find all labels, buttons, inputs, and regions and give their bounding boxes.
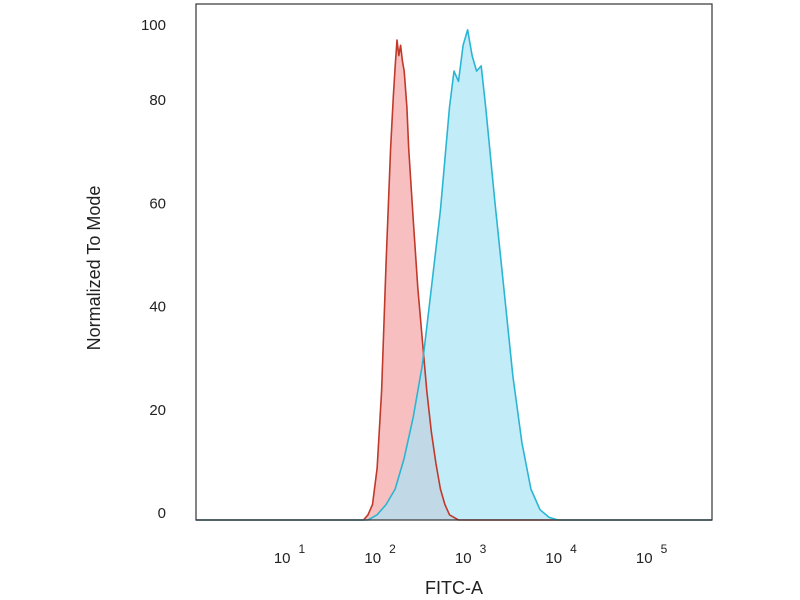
x-tick-label: 10 2: [364, 542, 396, 567]
x-tick-base: 10: [274, 550, 291, 567]
x-tick-label: 10 5: [636, 542, 668, 567]
y-tick-label: 60: [149, 195, 166, 212]
series-2-area: [196, 29, 712, 521]
x-tick-label: 10 3: [455, 542, 487, 567]
y-tick-labels: 0 20 40 60 80 100: [141, 17, 166, 522]
series-1-line: [196, 39, 712, 521]
x-tick-base: 10: [364, 550, 381, 567]
y-tick-label: 40: [149, 299, 166, 316]
plot-frame: [195, 3, 713, 521]
x-tick-exponent: 3: [480, 542, 487, 556]
x-tick-base: 10: [545, 550, 562, 567]
x-tick-base: 10: [455, 550, 472, 567]
x-tick-exponent: 2: [389, 542, 396, 556]
y-tick-label: 100: [141, 17, 166, 34]
y-axis-label: Normalized To Mode: [84, 186, 104, 351]
x-tick-base: 10: [636, 550, 653, 567]
x-tick-exponent: 5: [661, 542, 668, 556]
x-tick-exponent: 1: [299, 542, 306, 556]
y-tick-label: 20: [149, 402, 166, 419]
x-tick-label: 10 4: [545, 542, 577, 567]
x-tick-exponent: 4: [570, 542, 577, 556]
x-tick-labels: 10 1 10 2 10 3 10 4 10 5: [274, 542, 668, 567]
series-2-line: [196, 28, 712, 521]
y-tick-label: 80: [149, 92, 166, 109]
y-tick-label: 0: [158, 505, 166, 522]
series-layer: [196, 28, 712, 521]
x-axis-label: FITC-A: [425, 578, 483, 598]
x-tick-label: 10 1: [274, 542, 306, 567]
